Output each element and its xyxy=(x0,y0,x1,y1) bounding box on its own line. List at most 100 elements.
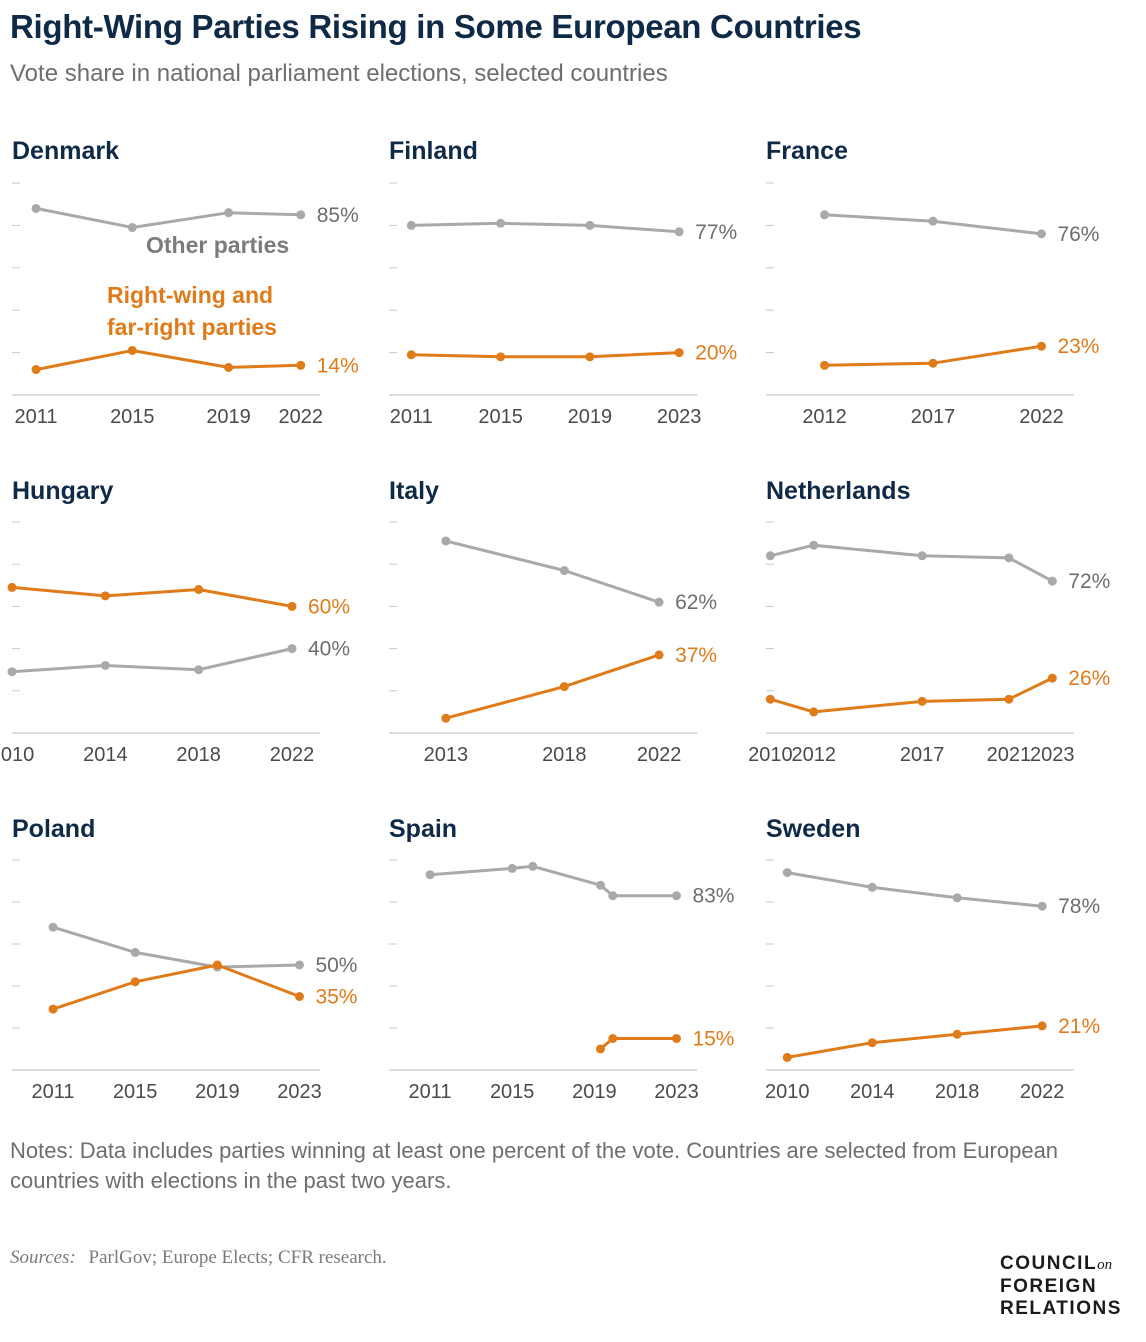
poland-right-point xyxy=(130,977,140,987)
poland-other-end-label: 50% xyxy=(315,954,357,977)
sweden-other-point xyxy=(1037,901,1047,911)
finland-right-line xyxy=(411,351,680,359)
italy-other-end-label: 62% xyxy=(675,591,717,614)
sweden-xtick-label-2018: 2018 xyxy=(935,1081,980,1103)
spain-other-point xyxy=(608,891,618,901)
hungary-right-line xyxy=(11,585,293,608)
poland-other-point xyxy=(130,947,140,957)
spain-other-point xyxy=(528,861,538,871)
legend-right-wing-line2: far-right parties xyxy=(107,314,277,340)
hungary-right-point xyxy=(100,591,110,601)
finland-right-point xyxy=(496,352,506,362)
sweden-right-point xyxy=(782,1052,792,1062)
legend-right-wing-line1: Right-wing and xyxy=(107,282,273,308)
italy-other-line xyxy=(445,539,660,604)
sweden-right-point xyxy=(867,1038,877,1048)
spain-right-point xyxy=(671,1034,681,1043)
denmark-right-end-label: 14% xyxy=(317,354,359,377)
france-xtick-label-2017: 2017 xyxy=(911,406,956,428)
finland-xtick-label-2019: 2019 xyxy=(568,406,613,428)
poland-xtick-label-2015: 2015 xyxy=(113,1081,158,1103)
sweden-other-point xyxy=(867,882,877,892)
hungary-other-point xyxy=(194,665,204,675)
denmark-right-point xyxy=(31,365,41,375)
finland-xtick-label-2011: 2011 xyxy=(390,406,433,428)
spain-other-point xyxy=(595,880,605,890)
finland-other-point xyxy=(496,218,506,228)
finland-right-end-label: 20% xyxy=(695,342,737,365)
sweden-xtick-label-2022: 2022 xyxy=(1020,1081,1065,1103)
netherlands-other-point xyxy=(765,551,775,561)
sweden-xtick-label-2010: 2010 xyxy=(765,1081,810,1103)
poland-right-point xyxy=(212,960,222,970)
hungary-xtick-label-2022: 2022 xyxy=(270,744,315,766)
poland-other-point xyxy=(294,960,304,970)
netherlands-xtick-label-2021: 2021 xyxy=(987,744,1032,766)
france-other-point xyxy=(1036,229,1046,239)
netherlands-xtick-label-2012: 2012 xyxy=(791,744,836,766)
hungary-other-point xyxy=(7,667,17,677)
france-other-end-label: 76% xyxy=(1057,223,1099,246)
netherlands-right-point xyxy=(765,694,775,704)
netherlands-xtick-label-2017: 2017 xyxy=(900,744,945,766)
poland-other-line xyxy=(52,925,300,969)
legend-other-parties: Other parties xyxy=(146,232,289,258)
italy-xtick-label-2013: 2013 xyxy=(424,744,469,766)
logo-line-relations: RELATIONS xyxy=(1000,1298,1122,1319)
finland-xtick-label-2023: 2023 xyxy=(657,406,702,428)
denmark-xtick-label-2019: 2019 xyxy=(206,406,251,428)
sweden-right-end-label: 21% xyxy=(1058,1015,1100,1038)
italy-xtick-label-2022: 2022 xyxy=(637,744,682,766)
france-right-point xyxy=(820,360,830,370)
italy-other-point xyxy=(559,566,569,576)
hungary-right-point xyxy=(194,585,204,595)
denmark-right-line xyxy=(35,349,301,372)
netherlands-right-point xyxy=(1004,694,1014,704)
poland-right-end-label: 35% xyxy=(315,986,357,1009)
italy-right-point xyxy=(559,682,569,692)
logo-on: on xyxy=(1097,1257,1113,1273)
france-xtick-label-2012: 2012 xyxy=(802,406,847,428)
hungary-right-end-label: 60% xyxy=(308,595,350,618)
spain-other-end-label: 83% xyxy=(692,885,734,908)
italy-xtick-label-2018: 2018 xyxy=(542,744,587,766)
france-right-point xyxy=(1036,341,1046,351)
finland-other-end-label: 77% xyxy=(695,221,737,244)
hungary-xtick-label-2018: 2018 xyxy=(176,744,221,766)
chart-subtitle: Vote share in national parliament electi… xyxy=(10,60,668,87)
panel-title-poland: Poland xyxy=(12,815,96,843)
italy-other-point xyxy=(441,536,451,546)
denmark-other-point xyxy=(296,210,306,220)
sweden-right-point xyxy=(952,1029,962,1039)
italy-right-end-label: 37% xyxy=(675,644,717,667)
netherlands-right-point xyxy=(917,696,927,706)
italy-other-point xyxy=(654,597,664,607)
notes-text: Notes: Data includes parties winning at … xyxy=(10,1138,1059,1193)
spain-other-point xyxy=(425,870,435,880)
spain-other-line xyxy=(429,864,677,898)
denmark-xtick-label-2011: 2011 xyxy=(15,406,58,428)
netherlands-other-end-label: 72% xyxy=(1068,570,1110,593)
france-right-end-label: 23% xyxy=(1057,335,1099,358)
panel-title-netherlands: Netherlands xyxy=(766,477,911,505)
panel-title-italy: Italy xyxy=(389,477,440,505)
poland-xtick-label-2023: 2023 xyxy=(277,1081,322,1103)
netherlands-other-line xyxy=(769,543,1054,583)
panel-title-finland: Finland xyxy=(389,137,478,165)
france-other-point xyxy=(928,216,938,226)
denmark-right-point xyxy=(224,362,234,372)
sweden-other-point xyxy=(952,893,962,903)
hungary-other-point xyxy=(287,644,297,654)
poland-right-point xyxy=(48,1004,58,1014)
sweden-other-line xyxy=(786,871,1043,908)
finland-other-line xyxy=(411,221,680,234)
spain-xtick-label-2019: 2019 xyxy=(572,1081,617,1103)
finland-other-point xyxy=(674,227,684,237)
sweden-right-point xyxy=(1037,1021,1047,1031)
poland-right-line xyxy=(52,963,301,1011)
finland-right-point xyxy=(406,350,416,360)
hungary-right-point xyxy=(287,601,297,611)
italy-right-point xyxy=(441,713,451,723)
netherlands-xtick-label-2010: 2010 xyxy=(748,744,793,766)
